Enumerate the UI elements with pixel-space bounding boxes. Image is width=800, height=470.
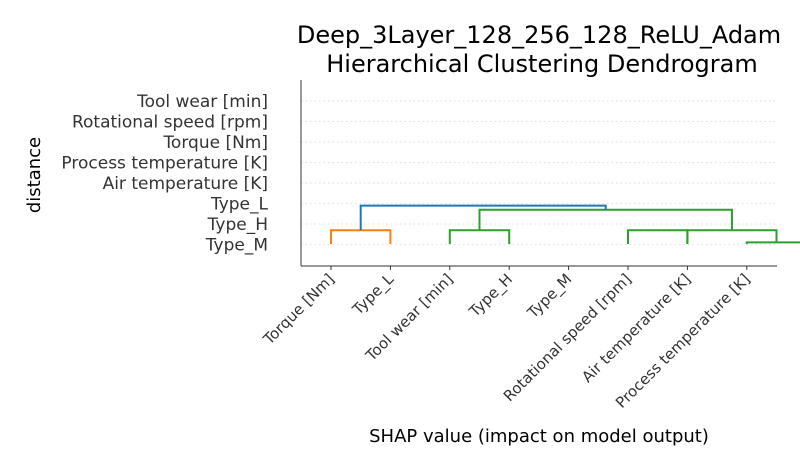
dendrogram-link bbox=[448, 229, 511, 244]
dendrogram-link bbox=[627, 229, 689, 244]
x-tick-label: Type_M bbox=[523, 270, 576, 323]
y-tick-labels: Tool wear [min]Rotational speed [rpm]Tor… bbox=[61, 92, 268, 256]
x-tick-label: Type_H bbox=[465, 270, 517, 322]
y-axis-label: distance bbox=[24, 137, 45, 213]
x-tick-label: Type_L bbox=[348, 270, 398, 320]
x-tick-label: Torque [Nm] bbox=[259, 270, 338, 349]
chart-title-line1: Deep_3Layer_128_256_128_ReLU_Adam bbox=[297, 21, 781, 49]
x-tick-label: Air temperature [K] bbox=[578, 270, 694, 386]
y-tick-label: Type_H bbox=[207, 215, 268, 235]
y-tick-label: Rotational speed [rpm] bbox=[72, 113, 268, 133]
y-tick-label: Type_M bbox=[205, 236, 268, 256]
chart-title-line2: Hierarchical Clustering Dendrogram bbox=[326, 50, 758, 78]
dendrogram-link bbox=[330, 229, 392, 244]
y-tick-label: Torque [Nm] bbox=[162, 133, 268, 153]
dendrogram-link bbox=[359, 204, 607, 231]
y-tick-label: Type_L bbox=[210, 195, 269, 215]
y-tick-label: Air temperature [K] bbox=[103, 174, 268, 194]
gridlines bbox=[301, 100, 777, 245]
x-axis-label: SHAP value (impact on model output) bbox=[369, 426, 709, 447]
dendrogram-links bbox=[330, 204, 800, 244]
y-tick-label: Tool wear [min] bbox=[136, 92, 268, 112]
dendrogram-link bbox=[478, 208, 733, 231]
y-tick-label: Process temperature [K] bbox=[61, 154, 268, 174]
axes bbox=[300, 80, 777, 267]
dendrogram-link bbox=[745, 241, 800, 244]
